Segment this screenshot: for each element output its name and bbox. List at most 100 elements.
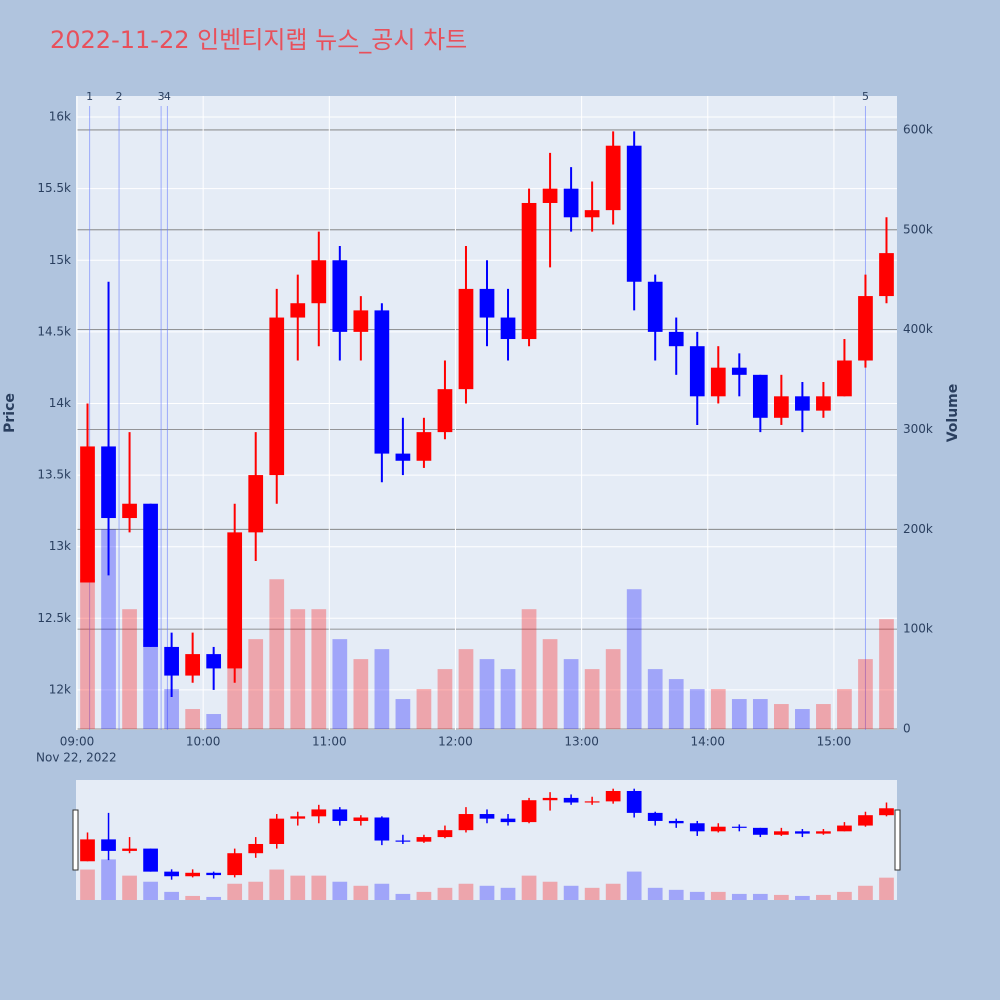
volume-bar [248, 639, 264, 729]
volume-bar [122, 609, 137, 729]
candle-body [816, 396, 831, 411]
volume-bar-mini [206, 896, 222, 900]
volume-bar-mini [395, 893, 411, 900]
y2-tick-label: 300k [903, 422, 933, 436]
date-label: Nov 22, 2022 [36, 751, 117, 765]
volume-bar-mini [647, 887, 663, 900]
volume-bar-mini [269, 869, 285, 900]
volume-bar-mini [122, 875, 137, 900]
candle-body [479, 288, 495, 318]
volume-bar [647, 669, 663, 729]
slider-handle[interactable] [894, 809, 901, 871]
volume-bar [563, 659, 579, 729]
x-tick-label: 09:00 [60, 735, 95, 749]
candle-body-mini [143, 848, 158, 872]
range-slider[interactable] [76, 780, 897, 900]
volume-bar-mini [668, 889, 684, 900]
candle-body [710, 367, 726, 397]
y2-axis-title: Volume [945, 384, 961, 443]
volume-bar [311, 609, 327, 729]
volume-bar-mini [837, 891, 852, 900]
candle-body-mini [752, 827, 768, 835]
y-tick-label: 12k [49, 682, 71, 696]
candle-body [689, 346, 705, 397]
volume-bar-mini [416, 891, 432, 900]
candle-body-mini [416, 837, 432, 842]
candle-body [416, 432, 432, 461]
volume-bar [837, 689, 852, 729]
volume-bar [816, 704, 831, 729]
volume-bar [374, 649, 390, 729]
volume-bar-mini [500, 887, 516, 900]
volume-bar [668, 679, 684, 729]
candle-body-mini [269, 818, 285, 844]
volume-bar [710, 689, 726, 729]
candle-body [164, 646, 179, 676]
volume-bar-mini [458, 883, 474, 900]
candle-body [837, 360, 852, 397]
volume-bar [731, 699, 747, 729]
y-tick-label: 16k [49, 110, 71, 124]
candle-body-mini [521, 800, 537, 823]
volume-bar [858, 659, 873, 729]
candle-body [206, 654, 222, 669]
candle-body-mini [479, 814, 495, 819]
y2-tick-label: 600k [903, 122, 933, 136]
volume-bar [521, 609, 537, 729]
volume-bar-mini [584, 887, 600, 900]
volume-bar [752, 699, 768, 729]
x-tick-label: 12:00 [438, 735, 473, 749]
volume-bar [164, 689, 179, 729]
volume-bar [290, 609, 306, 729]
news-marker-label: 1 [86, 90, 93, 103]
volume-bar [101, 529, 116, 729]
volume-bar [269, 579, 285, 729]
volume-bar [605, 649, 621, 729]
volume-bar-mini [626, 871, 642, 900]
candle-body-mini [689, 823, 705, 832]
volume-bar [879, 619, 894, 729]
candle-body-mini [353, 817, 369, 821]
candle-body [668, 331, 684, 347]
y-tick-label: 13k [49, 539, 71, 553]
candle-body-mini [332, 809, 348, 821]
volume-bar-mini [164, 891, 179, 900]
candle-body-mini [563, 797, 579, 803]
candle-body [143, 503, 158, 647]
candle-body [647, 281, 663, 332]
candle-body-mini [122, 848, 137, 851]
y2-tick-label: 400k [903, 322, 933, 336]
volume-bar-mini [731, 893, 747, 900]
volume-bar [458, 649, 474, 729]
volume-bar [774, 704, 789, 729]
y2-tick-label: 0 [903, 722, 911, 736]
y-tick-label: 14k [49, 396, 71, 410]
volume-bar-mini [332, 881, 348, 900]
volume-bar [542, 639, 558, 729]
candle-body-mini [879, 808, 894, 816]
candle-body-mini [710, 826, 726, 832]
candle-body [563, 188, 579, 218]
y-tick-label: 15k [49, 253, 71, 267]
candle-body [353, 310, 369, 332]
x-tick-label: 14:00 [690, 735, 725, 749]
candle-body [858, 296, 873, 361]
volume-bar-mini [311, 875, 327, 900]
slider-handle[interactable] [72, 809, 79, 871]
volume-bar-mini [774, 894, 789, 900]
candle-body-mini [647, 812, 663, 821]
volume-bar-mini [542, 881, 558, 900]
volume-bar-mini [858, 885, 873, 900]
volume-bar-mini [710, 891, 726, 900]
candle-body [269, 317, 285, 476]
candle-body-mini [731, 826, 747, 828]
candle-body [626, 145, 642, 282]
candle-body [395, 453, 411, 461]
y2-tick-label: 100k [903, 622, 933, 636]
volume-bar [80, 579, 95, 729]
volume-bar-mini [80, 869, 95, 900]
volume-bar-mini [248, 881, 264, 900]
candle-body-mini [542, 797, 558, 801]
volume-bar-mini [185, 895, 200, 900]
volume-bar-mini [437, 887, 453, 900]
